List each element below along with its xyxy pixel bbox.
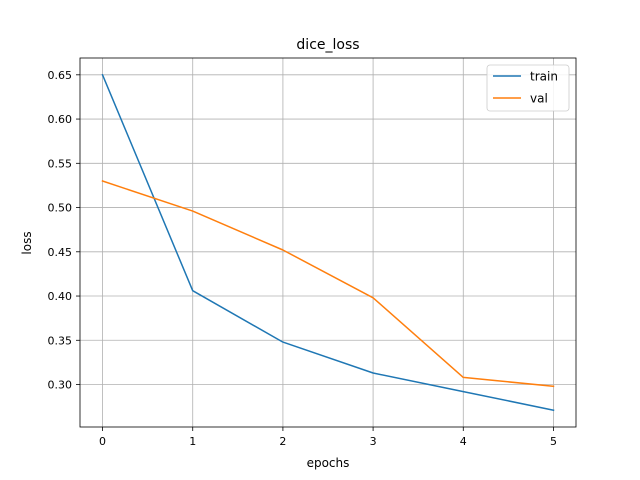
y-tick-label: 0.55 xyxy=(48,157,73,170)
x-axis-label: epochs xyxy=(307,456,350,470)
y-tick-label: 0.40 xyxy=(48,290,73,303)
legend-label-val: val xyxy=(530,92,548,106)
x-tick-label: 1 xyxy=(189,435,196,448)
y-tick-label: 0.60 xyxy=(48,113,73,126)
legend: train val xyxy=(486,64,570,112)
y-tick-label: 0.50 xyxy=(48,202,73,215)
chart-title: dice_loss xyxy=(296,37,359,53)
y-tick-label: 0.45 xyxy=(48,246,73,259)
x-tick-label: 5 xyxy=(550,435,557,448)
series-layer xyxy=(101,73,555,412)
x-tick-label: 2 xyxy=(279,435,286,448)
y-tick-label: 0.35 xyxy=(48,334,73,347)
y-tick-label: 0.30 xyxy=(48,379,73,392)
legend-label-train: train xyxy=(530,70,558,84)
plot-area-frame xyxy=(79,57,577,428)
x-tick-label: 4 xyxy=(460,435,467,448)
grid-layer xyxy=(80,58,576,427)
series-line-train xyxy=(101,73,555,412)
series-line-val xyxy=(101,180,555,388)
tick-layer: 0 1 2 3 4 5 0.30 0.35 0.40 0.45 0.50 0.55 0.60 0.65 xyxy=(48,69,557,448)
y-axis-label: loss xyxy=(20,231,34,254)
x-tick-label: 0 xyxy=(99,435,106,448)
y-tick-label: 0.65 xyxy=(48,69,73,82)
x-tick-label: 3 xyxy=(370,435,377,448)
